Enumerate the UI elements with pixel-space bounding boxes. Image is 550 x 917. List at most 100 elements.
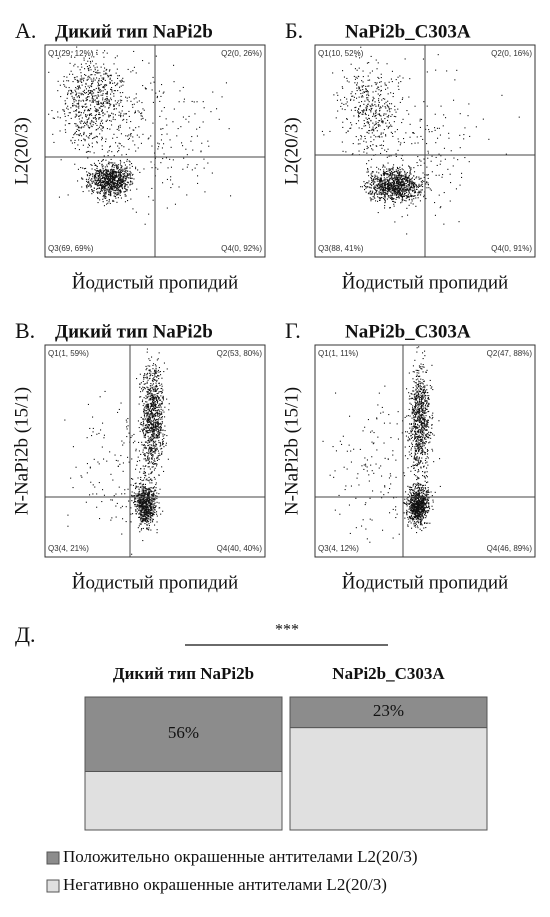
dot [394,188,396,190]
dot [89,66,91,68]
dot [398,168,400,170]
dot [388,185,390,187]
dot [401,164,403,166]
dot [380,177,382,179]
dot [372,96,374,98]
dot [80,120,82,122]
dot [153,415,155,417]
dot [95,110,97,112]
dot [155,429,157,431]
dot [143,403,145,405]
dot [389,187,391,189]
dot [115,192,117,194]
dot [390,191,392,193]
dot [53,117,55,119]
dot [151,471,153,473]
dot [118,169,120,171]
dot [379,189,381,191]
dot [101,145,103,147]
dot [152,424,154,426]
dot [120,112,122,114]
dot [114,182,116,184]
dot [112,164,114,166]
dot [150,515,152,517]
dot [105,172,107,174]
dot [440,206,442,208]
dot [392,135,394,137]
dot [145,424,147,426]
dot [156,414,158,416]
dot [109,188,111,190]
dot [163,470,165,472]
dot [400,81,402,83]
dot [76,88,78,90]
dot [402,182,404,184]
dot [120,165,122,167]
dot [151,449,153,451]
dot [151,512,153,514]
dot [365,108,367,110]
dot [379,193,381,195]
dot [75,130,77,132]
dot [147,519,149,521]
dot [109,174,111,176]
dot [147,408,149,410]
dot [379,199,381,201]
dot [380,94,382,96]
dot [150,438,152,440]
dot [113,174,115,176]
dot [104,193,106,195]
dot [345,132,347,134]
dot [156,437,158,439]
dot [375,123,377,125]
dot [163,107,165,109]
dot [117,167,119,169]
dot [161,416,163,418]
dot [148,488,150,490]
dot [83,59,85,61]
dot [399,192,401,194]
dot [138,403,140,405]
dot [157,406,159,408]
dot [140,508,142,510]
dot [163,446,165,448]
dot [382,180,384,182]
dot [443,114,445,116]
dot [141,519,143,521]
dot [149,418,151,420]
dot [146,373,148,375]
dot [384,106,386,108]
dot [97,81,99,83]
dot [104,183,106,185]
dot [402,159,404,161]
dot [122,181,124,183]
dot [142,418,144,420]
dot [100,120,102,122]
dot [111,166,113,168]
dot [67,115,69,117]
dot [346,77,348,79]
dot [117,145,119,147]
dot [112,176,114,178]
dot [415,184,417,186]
dot [397,149,399,151]
dot [370,173,372,175]
dot [146,494,148,496]
dot [372,115,374,117]
dot [129,181,131,183]
dot [152,451,154,453]
dot [119,124,121,126]
dot [359,106,361,108]
dot [143,494,145,496]
dot [411,189,413,191]
dot [76,76,78,78]
dot [144,518,146,520]
dot [377,196,379,198]
dot [143,503,145,505]
dot [162,444,164,446]
dot [341,102,343,104]
dot [406,187,408,189]
dot [149,377,151,379]
dot [88,70,90,72]
dot [149,501,151,503]
